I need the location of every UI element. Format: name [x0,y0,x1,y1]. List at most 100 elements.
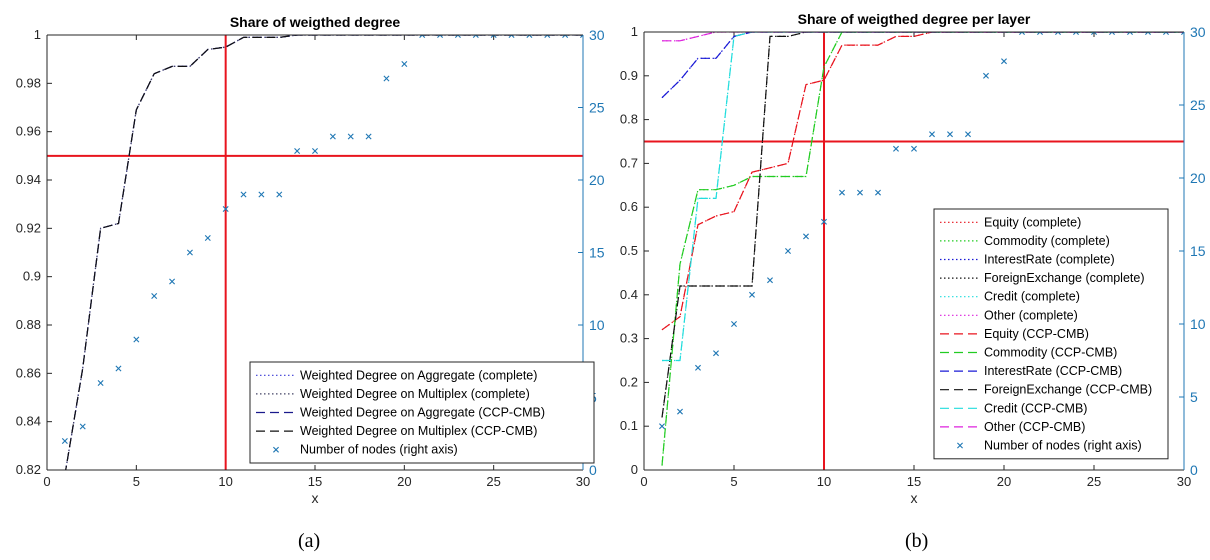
y-tick-label: 0.2 [620,374,638,389]
node-count-marker [1037,32,1043,35]
marker-stroke [1163,32,1167,35]
marker-stroke [1129,32,1133,35]
legend-entry: Number of nodes (right axis) [957,439,1142,453]
marker-stroke [1181,32,1184,35]
x-tick-label: 0 [640,474,647,489]
node-count-marker [472,35,479,38]
marker-stroke [240,191,247,198]
node-count-marker [1019,32,1025,35]
marker-stroke [695,364,701,371]
node-count-marker [1181,32,1184,35]
marker-stroke [510,35,515,38]
marker-stroke [1165,32,1169,35]
chart-title: Share of weigthed degree [230,14,401,30]
y-right-tick-label: 5 [1190,389,1198,405]
node-count-marker [97,380,104,386]
y-tick-label: 0.8 [620,112,638,127]
caption-a: (a) [298,530,321,552]
legend-entry: Equity (CCP-CMB) [940,327,1089,341]
node-count-marker [115,365,122,372]
marker-stroke [564,35,569,38]
y-tick-label: 0.6 [620,199,638,214]
legend-entry: Commodity (complete) [940,234,1110,248]
marker-stroke [1073,32,1077,35]
marker-stroke [821,218,827,225]
legend-label: Number of nodes (right axis) [300,443,458,457]
node-count-marker [169,278,176,285]
plot-area [659,32,1184,466]
y-tick-label: 0.3 [620,331,638,346]
marker-stroke [1091,32,1095,35]
node-count-marker [1091,32,1097,35]
marker-stroke [1109,32,1113,35]
marker-stroke [439,35,444,38]
marker-stroke [677,408,683,415]
node-count-marker [677,408,683,415]
marker-stroke [383,75,390,82]
legend-label: Weighted Degree on Multiplex (complete) [300,387,530,401]
marker-stroke [1021,32,1025,35]
marker-stroke [294,148,301,154]
series-line [661,32,1184,418]
marker-stroke [965,131,971,138]
node-count-marker [383,75,390,82]
node-count-marker [508,35,515,38]
node-count-marker [1055,32,1061,35]
x-tick-label: 20 [397,474,411,489]
marker-stroke [544,35,549,38]
node-count-marker [1073,32,1079,35]
marker-stroke [803,233,809,240]
node-count-marker [785,248,791,254]
node-count-marker [61,438,68,444]
marker-stroke [947,131,953,138]
marker-stroke [839,189,845,196]
marker-stroke [454,35,459,38]
node-count-marker [401,61,408,67]
marker-stroke [490,35,495,38]
caption-b: (b) [905,530,929,552]
legend-label: Weighted Degree on Aggregate (complete) [300,368,537,382]
y-tick-label: 0.1 [620,418,638,433]
legend-box [249,361,595,464]
node-count-marker [929,131,935,138]
x-tick-label: 20 [997,474,1011,489]
node-count-marker [803,233,809,240]
series-line [661,32,1184,331]
x-tick-label: 30 [1177,474,1191,489]
node-count-marker [240,191,247,198]
y-right-tick-label: 10 [589,317,605,333]
y-right-tick-label: 0 [1190,462,1198,478]
y-tick-label: 0.9 [620,68,638,83]
node-count-marker [713,350,719,357]
y-tick-label: 0.5 [620,243,638,258]
y-tick-label: 0.9 [23,269,41,284]
y-right-tick-label: 20 [589,172,605,188]
legend-entry: InterestRate (CCP-CMB) [940,364,1122,378]
marker-stroke [492,35,497,38]
series-line [662,32,1184,42]
legend-entry: Credit (complete) [940,290,1080,304]
node-count-marker [133,336,140,343]
marker-stroke [1093,32,1097,35]
marker-stroke [457,35,461,38]
plot-area [61,35,583,470]
marker-stroke [526,35,531,38]
node-count-marker [276,191,283,198]
legend-entry: Weighted Degree on Multiplex (complete) [256,387,530,401]
series-line [661,32,1184,99]
legend: Equity (complete) Commodity (complete) Int… [933,208,1169,460]
y-tick-label: 0.88 [16,317,41,332]
x-tick-label: 15 [907,474,921,489]
node-count-marker [821,218,827,225]
marker-stroke [1037,32,1041,35]
legend-label: Other (complete) [984,308,1078,322]
legend-entry: Number of nodes (right axis) [273,443,458,457]
marker-stroke [347,133,354,140]
marker-stroke [749,291,755,298]
marker-stroke [258,191,265,198]
marker-stroke [329,133,336,140]
node-count-marker [419,35,426,38]
node-count-marker [839,189,845,196]
